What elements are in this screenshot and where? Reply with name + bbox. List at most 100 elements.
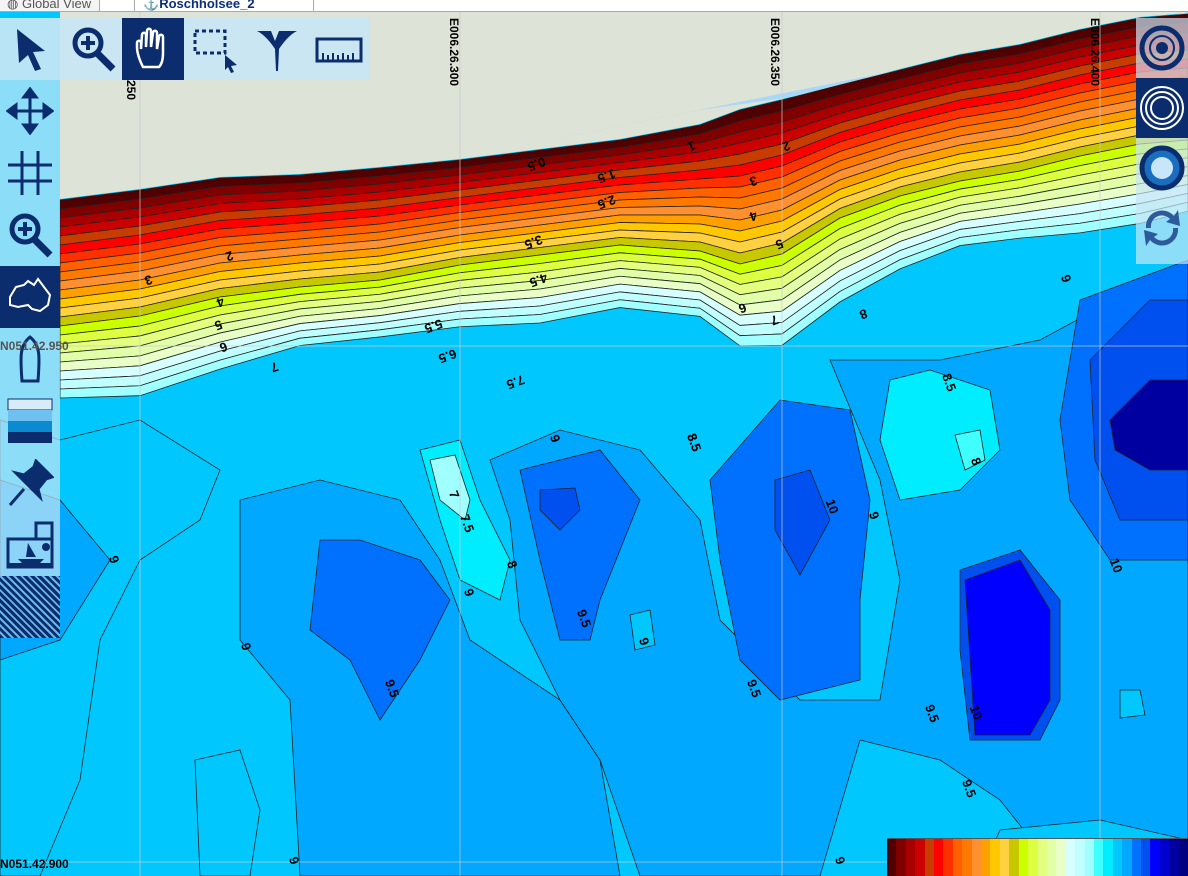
depth-color-legend — [887, 838, 1188, 876]
measure-tool-button[interactable] — [308, 18, 370, 80]
tab-global-view[interactable]: ◍ Global View — [0, 0, 101, 11]
select-area-button[interactable] — [184, 18, 246, 80]
zoom-tool-button[interactable] — [62, 18, 124, 80]
tab-bar: ◍ Global View ⚓Roschholsee_2 — [0, 0, 1188, 12]
save-chart-button[interactable] — [0, 514, 60, 576]
contour-label: 9 — [286, 854, 303, 866]
contour-label: 3 — [748, 173, 760, 190]
contours-single-button[interactable] — [1136, 18, 1188, 78]
australia-map-icon — [9, 277, 52, 313]
depth-contour-area — [954, 429, 986, 471]
contours-multi-button[interactable] — [1136, 78, 1188, 138]
legend-swatch — [1037, 839, 1047, 876]
contour-label: 6 — [218, 339, 230, 356]
rect-select-icon — [193, 29, 237, 73]
legend-swatch — [905, 839, 916, 876]
ruler-icon — [315, 37, 363, 63]
globe-icon: ◍ — [7, 0, 22, 11]
zoom-in-button[interactable] — [0, 204, 60, 266]
legend-swatch — [971, 839, 982, 876]
legend-swatch — [924, 839, 935, 876]
contour-label: 8 — [858, 306, 870, 323]
contour-label: 10 — [823, 497, 842, 516]
legend-swatch — [952, 839, 963, 876]
lon-label: E006.26.350 — [768, 18, 782, 87]
depth-contour-area — [194, 749, 261, 876]
legend-swatch — [1140, 839, 1151, 876]
contour-label: 4.5 — [527, 270, 549, 290]
legend-swatch — [1159, 839, 1170, 876]
depth-contour-area — [1109, 379, 1188, 471]
depth-contour-area — [309, 539, 451, 721]
lat-label: N051.42.900 — [0, 857, 69, 871]
rings-icon — [1140, 86, 1184, 130]
contour-label: 1 — [686, 138, 698, 155]
legend-swatch — [1084, 839, 1094, 876]
refresh-button[interactable] — [1136, 198, 1188, 258]
contour-label: 9.5 — [959, 777, 979, 799]
depth-contour-area — [964, 559, 1051, 736]
depth-map[interactable]: 0.511.5222.5333.5444.5555.5666.5777.5888… — [0, 12, 1188, 876]
contour-label: 9 — [1058, 272, 1075, 284]
legend-swatch — [1131, 839, 1141, 876]
depth-fill-button[interactable] — [1136, 138, 1188, 198]
contour-label: 9.5 — [744, 677, 764, 699]
legend-swatch — [1056, 839, 1066, 876]
contour-label: 3.5 — [522, 232, 544, 252]
pan-tool-button[interactable] — [122, 18, 184, 80]
contour-label: 8 — [968, 455, 985, 467]
lon-label: 250 — [124, 80, 138, 101]
grid-icon — [8, 151, 52, 195]
contour-label: 9 — [547, 432, 564, 444]
contour-label: 9 — [636, 635, 653, 647]
tab-roschholsee[interactable]: ⚓Roschholsee_2 — [134, 0, 314, 11]
contour-label: 6 — [737, 300, 749, 317]
move-arrows-icon — [6, 87, 54, 135]
legend-swatch — [915, 839, 925, 876]
target-icon — [1139, 25, 1185, 71]
contour-label: 8.5 — [939, 371, 959, 393]
legend-swatch — [1046, 839, 1057, 876]
refresh-icon — [1144, 210, 1180, 246]
legend-swatch — [1122, 839, 1132, 876]
anchor-icon: ⚓ — [143, 0, 160, 11]
legend-swatch — [887, 839, 897, 876]
legend-swatch — [943, 839, 953, 876]
pointer-tool-button[interactable] — [0, 18, 62, 80]
legend-swatch — [999, 839, 1010, 876]
legend-swatch — [981, 839, 991, 876]
contour-label: 9 — [866, 509, 883, 521]
contour-label: 7 — [446, 488, 463, 500]
contour-label: 0.5 — [525, 154, 547, 174]
cursor-arrow-icon — [17, 29, 45, 71]
legend-swatch — [1075, 839, 1085, 876]
contour-label: 2 — [224, 248, 236, 265]
world-map-button[interactable] — [0, 266, 60, 328]
boat-icon — [19, 335, 41, 383]
contour-label: 3 — [143, 272, 155, 289]
legend-swatch — [1065, 839, 1076, 876]
contour-label: 7.5 — [504, 372, 526, 392]
contour-label: 8.5 — [684, 431, 704, 453]
place-marker-button[interactable] — [0, 452, 60, 514]
legend-swatch — [1112, 839, 1123, 876]
contour-label: 6.5 — [436, 346, 458, 366]
top-toolbar — [0, 18, 370, 80]
contour-label: 8.5 — [684, 431, 704, 453]
probe-tool-button[interactable] — [246, 18, 308, 80]
legend-swatch — [1103, 839, 1113, 876]
layers-icon — [7, 398, 53, 443]
contour-label: 9.5 — [922, 702, 942, 724]
move-tool-button[interactable] — [0, 80, 60, 142]
right-toolbar — [1136, 18, 1188, 264]
probe-icon — [257, 31, 297, 71]
contour-label: 5 — [213, 317, 225, 334]
boat-track-button[interactable] — [0, 328, 60, 390]
depth-contour-area — [774, 469, 831, 576]
legend-swatch — [962, 839, 972, 876]
dither-shading-button[interactable] — [0, 576, 60, 638]
lon-label: E006.26.400 — [1088, 18, 1102, 87]
depth-layers-button[interactable] — [0, 390, 60, 452]
grid-toggle-button[interactable] — [0, 142, 60, 204]
legend-swatch — [1028, 839, 1038, 876]
